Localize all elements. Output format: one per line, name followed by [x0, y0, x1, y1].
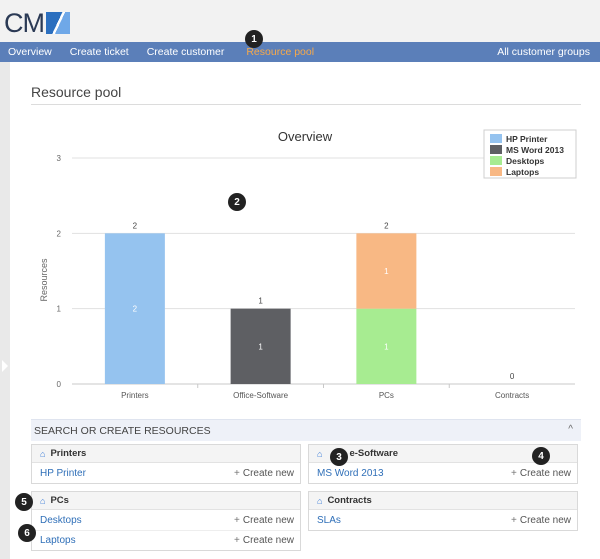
x-tick-label: PCs: [379, 391, 394, 400]
panel-title: PCs: [50, 495, 69, 506]
callout-badge: 5: [15, 493, 33, 511]
logo-text: CM: [4, 8, 45, 38]
main-nav: Overview Create ticket Create customer R…: [0, 42, 600, 62]
panel-printers: ⌂ Printers HP Printer + Create new: [31, 444, 301, 484]
create-new-label: Create new: [519, 467, 571, 479]
panel-header: ⌂ PCs: [32, 492, 300, 510]
panel-pcs: ⌂ PCs Desktops + Create new Laptops + Crea…: [31, 491, 301, 551]
create-new-label: Create new: [242, 535, 294, 546]
bar-segment-label: 1: [384, 342, 389, 351]
legend-label: Desktops: [506, 156, 545, 166]
create-new-button[interactable]: + Create new: [234, 468, 294, 479]
create-new-label: Create new: [242, 467, 294, 479]
y-tick-label: 1: [57, 305, 62, 314]
bar-total-label: 2: [384, 221, 389, 230]
panel-contracts: ⌂ Contracts SLAs + Create new: [308, 491, 578, 531]
create-new-button[interactable]: + Create new: [234, 535, 294, 546]
bar-segment: [230, 308, 291, 384]
panel-header: ⌂ e-Software: [309, 445, 577, 463]
legend-label: Laptops: [506, 167, 539, 177]
create-new-button[interactable]: + Create new: [234, 515, 294, 526]
resource-link[interactable]: HP Printer: [40, 467, 86, 479]
nav-item-resource-pool[interactable]: Resource pool: [246, 46, 315, 58]
chart-title: Overview: [278, 129, 333, 144]
top-bar: CM: [0, 0, 600, 42]
bar-segment-label: 1: [384, 267, 389, 276]
x-tick-label: Contracts: [495, 391, 529, 400]
y-tick-label: 0: [57, 380, 62, 389]
title-divider: [31, 104, 581, 105]
list-item: HP Printer + Create new: [32, 463, 300, 483]
sidebar-collapsed[interactable]: [0, 62, 10, 559]
plus-icon: +: [234, 467, 240, 479]
y-axis-label: Resources: [39, 258, 49, 302]
panel-header: ⌂ Contracts: [309, 492, 577, 510]
list-item: MS Word 2013 + Create new: [309, 463, 577, 483]
bar-segment: [104, 233, 165, 384]
create-new-label: Create new: [242, 514, 294, 526]
callout-badge: 2: [228, 193, 246, 211]
panel-title: Printers: [50, 448, 87, 459]
bar-total-label: 2: [133, 221, 138, 230]
home-icon: ⌂: [40, 448, 46, 459]
panel-title: e-Software: [349, 448, 399, 459]
bar-total-label: 0: [510, 372, 515, 381]
create-new-button[interactable]: + Create new: [511, 468, 571, 479]
y-tick-label: 2: [57, 229, 62, 238]
panel-office-software: ⌂ e-Software MS Word 2013 + Create new: [308, 444, 578, 484]
legend-label: HP Printer: [506, 134, 548, 144]
logo-mark-icon: [46, 12, 70, 34]
page-title: Resource pool: [31, 84, 122, 100]
home-icon: ⌂: [40, 495, 46, 506]
bar-segment: [356, 233, 417, 309]
legend-label: MS Word 2013: [506, 145, 564, 155]
plus-icon: +: [234, 514, 240, 526]
nav-item-create-customer[interactable]: Create customer: [146, 46, 225, 58]
callout-badge: 4: [532, 447, 550, 465]
plus-icon: +: [511, 514, 517, 526]
bar-segment-label: 1: [258, 342, 263, 351]
x-tick-label: Office-Software: [233, 391, 289, 400]
collapse-chevron-icon[interactable]: ^: [568, 424, 573, 435]
expand-arrow-icon[interactable]: [2, 360, 8, 372]
nav-item-overview[interactable]: Overview: [8, 46, 52, 58]
x-tick-label: Printers: [121, 391, 149, 400]
callout-badge: 3: [330, 448, 348, 466]
resource-link[interactable]: SLAs: [317, 514, 341, 526]
bar-segment: [356, 308, 417, 384]
plus-icon: +: [234, 535, 240, 546]
legend-swatch: [490, 145, 502, 154]
nav-item-create-ticket[interactable]: Create ticket: [69, 46, 129, 58]
create-new-button[interactable]: + Create new: [511, 515, 571, 526]
resource-link[interactable]: Laptops: [40, 535, 76, 546]
resource-link[interactable]: Desktops: [40, 514, 82, 526]
create-new-label: Create new: [519, 514, 571, 526]
callout-badge: 6: [18, 524, 36, 542]
legend-swatch: [490, 156, 502, 165]
y-tick-label: 3: [57, 154, 62, 163]
list-item: Desktops + Create new: [32, 510, 300, 530]
logo[interactable]: CM: [4, 9, 70, 37]
plus-icon: +: [511, 467, 517, 479]
bar-total-label: 1: [258, 297, 263, 306]
panel-title: Contracts: [327, 495, 372, 506]
home-icon: ⌂: [317, 448, 323, 459]
bar-segment-label: 2: [133, 305, 138, 314]
legend-swatch: [490, 167, 502, 176]
search-create-section[interactable]: SEARCH OR CREATE RESOURCES ^: [31, 419, 581, 441]
list-item: Laptops + Create new: [32, 530, 300, 550]
resource-link[interactable]: MS Word 2013: [317, 467, 384, 479]
list-item: SLAs + Create new: [309, 510, 577, 530]
home-icon: ⌂: [317, 495, 323, 506]
legend-swatch: [490, 134, 502, 143]
section-title: SEARCH OR CREATE RESOURCES: [34, 425, 211, 437]
resource-chart: Overview 0 1 2 3 Resources 2 2 1 1 1 1 2 0 Printer…: [39, 129, 577, 400]
callout-badge: 1: [245, 30, 263, 48]
panel-header: ⌂ Printers: [32, 445, 300, 463]
customer-group-selector[interactable]: All customer groups: [497, 46, 590, 58]
